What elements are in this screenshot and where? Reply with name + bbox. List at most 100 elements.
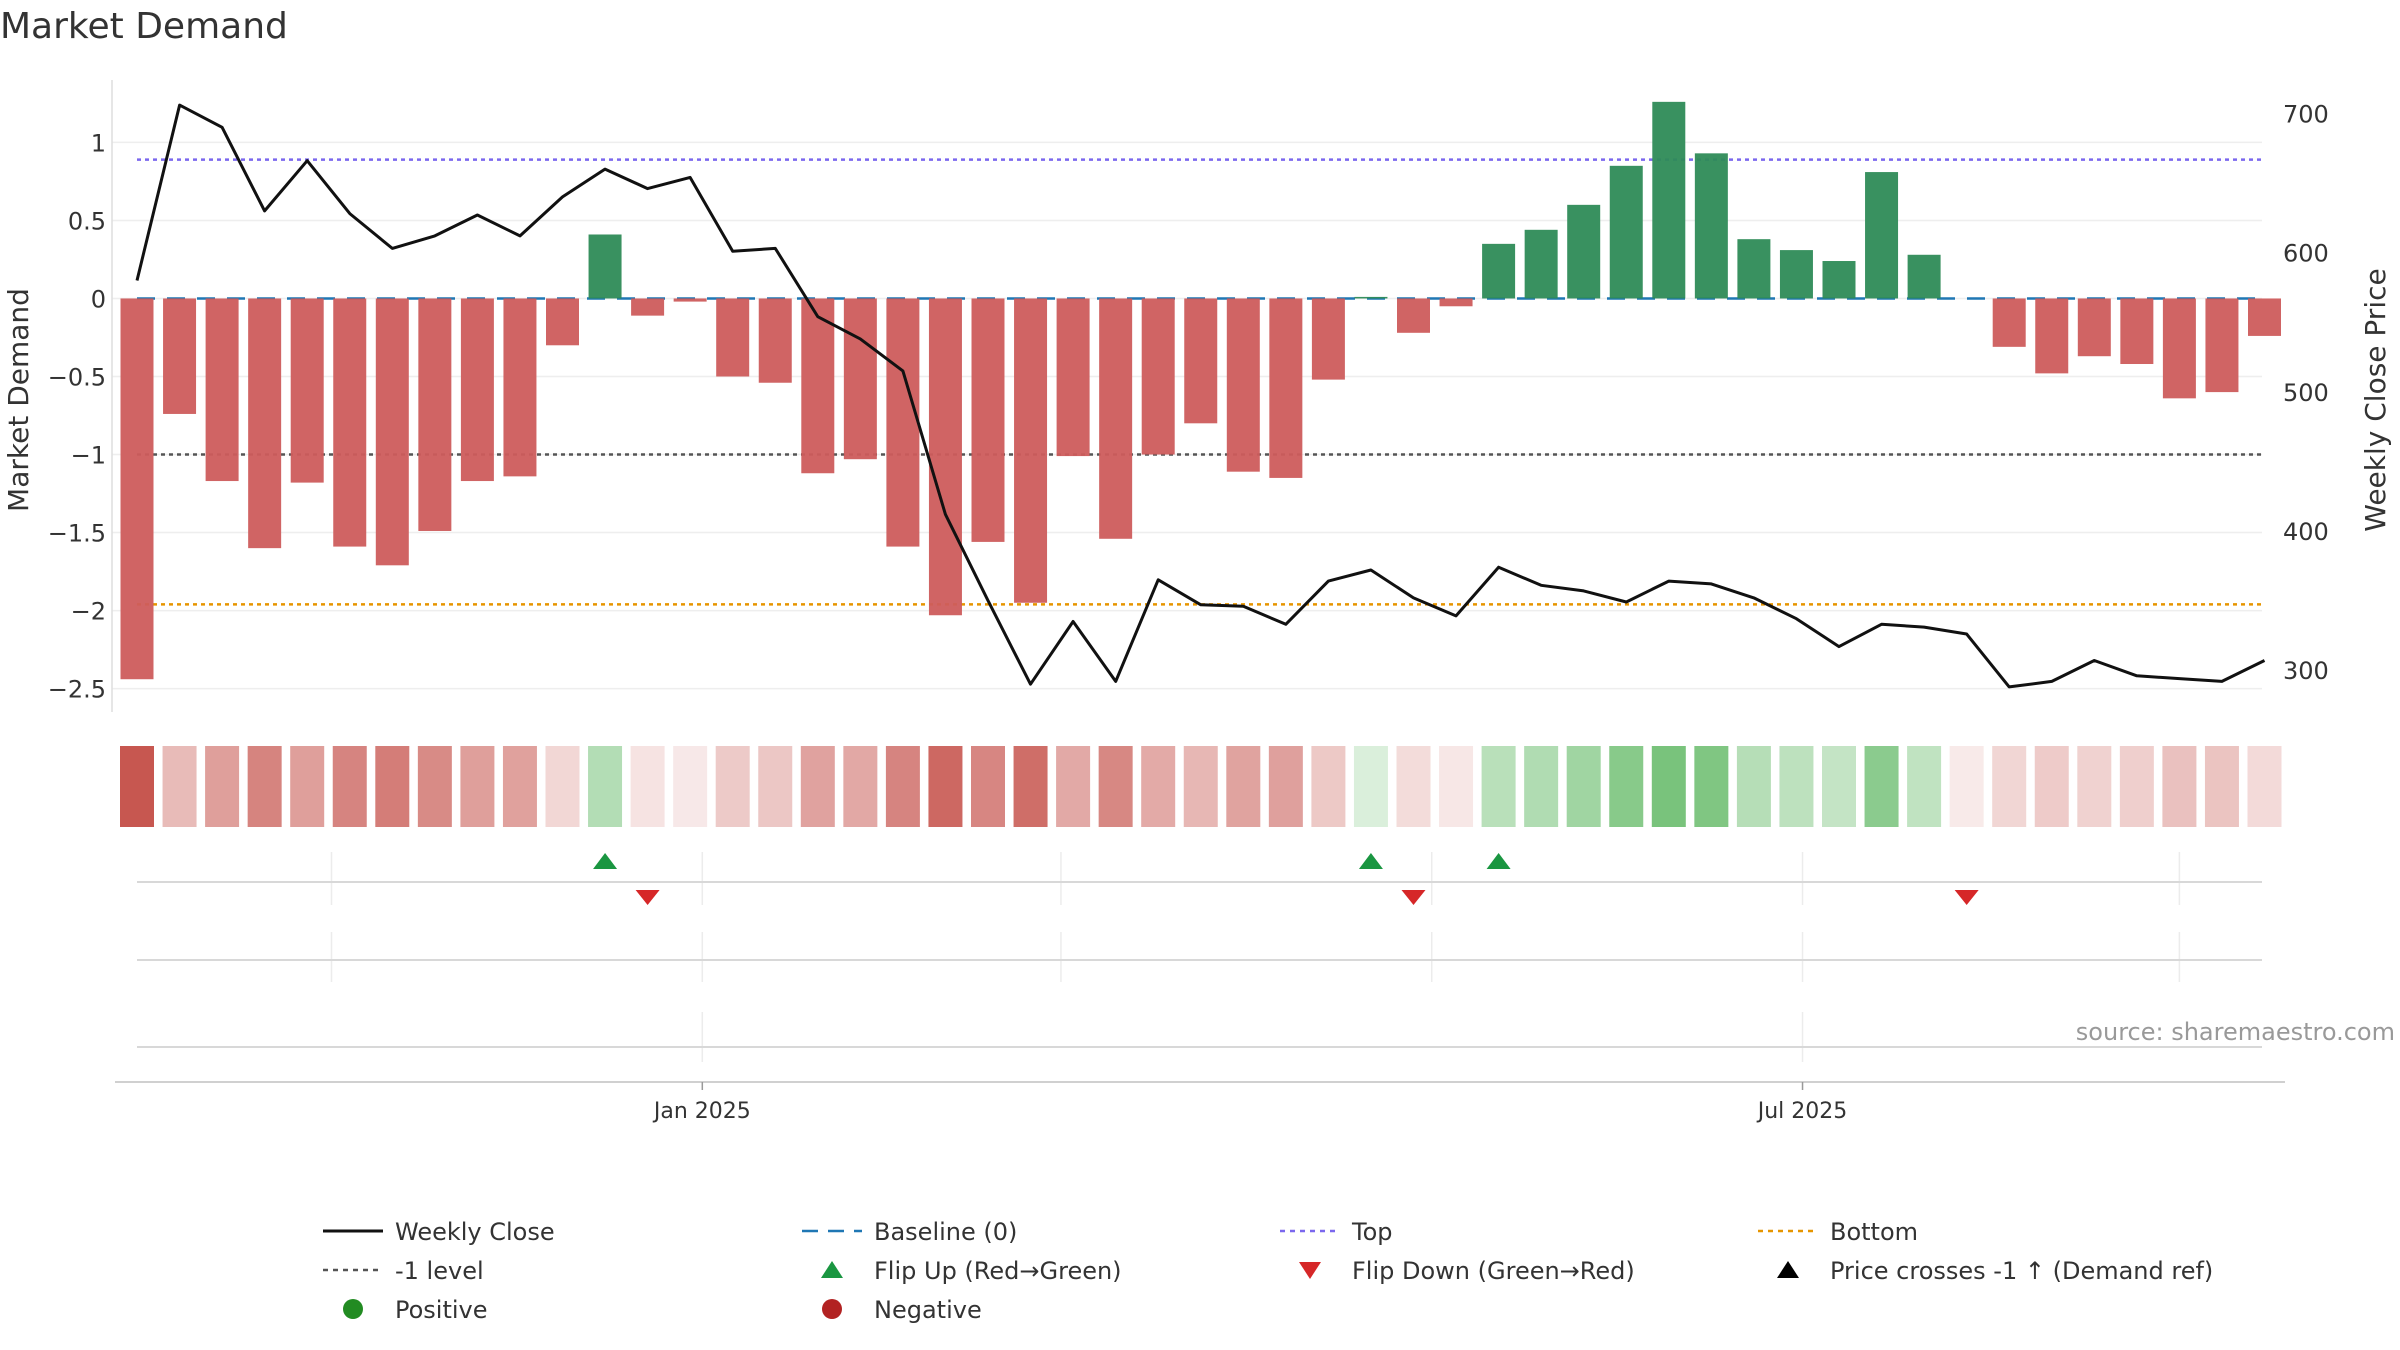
demand-bar [2077,298,2111,357]
heat-cell [1311,746,1346,827]
right-y-axis: 700 600 500 400 300 [2283,100,2329,685]
heat-cell [673,746,708,827]
legend-label: Top [1351,1218,1393,1246]
demand-bar [886,298,920,547]
demand-bar [1524,229,1558,299]
heat-cell [162,746,197,827]
demand-bar [1014,298,1048,603]
heat-cell [630,746,665,827]
legend-swatch [1777,1261,1799,1278]
demand-bar [2205,298,2239,393]
demand-bar [1737,239,1771,299]
right-tick-label: 500 [2283,379,2329,407]
heat-cell [2119,746,2154,827]
demand-bar [503,298,537,477]
demand-bar [1354,296,1388,299]
heat-cell [290,746,325,827]
heat-cell [588,746,623,827]
demand-bar [928,298,962,616]
demand-bar [1567,204,1601,299]
legend-item: Flip Down (Green→Red) [1299,1257,1635,1285]
legend-label: Flip Up (Red→Green) [874,1257,1122,1285]
legend-item: Flip Up (Red→Green) [821,1257,1122,1285]
demand-bar [1056,298,1090,457]
demand-bar [1822,261,1856,299]
heat-cell [1353,746,1388,827]
heat-cell [1822,746,1856,827]
left-tick-label: 0.5 [68,207,106,235]
left-tick-label: −1 [71,442,106,470]
legend-label: -1 level [395,1257,484,1285]
demand-bar [1694,153,1728,299]
heat-cell [1098,746,1133,827]
demand-bar [1652,101,1686,299]
heat-cell [971,746,1005,827]
heat-cell [1481,746,1516,827]
demand-bar [1865,172,1899,299]
left-tick-label: −0.5 [48,363,106,391]
legend-item: Price crosses -1 ↑ (Demand ref) [1777,1257,2213,1285]
heat-cell [545,746,580,827]
demand-bar [1779,250,1813,299]
demand-bar [1609,165,1643,299]
heat-cell [332,746,367,827]
left-tick-label: −2.5 [48,676,106,704]
right-tick-label: 700 [2283,100,2329,128]
heat-cell [1056,746,1091,827]
weekly-close-line [135,103,2266,689]
demand-bar [2248,298,2281,336]
heat-cell [417,746,452,827]
demand-bar [163,298,197,414]
legend-item: Positive [343,1296,488,1324]
legend-label: Weekly Close [395,1218,555,1246]
heat-cell [502,746,537,827]
flip-up-marker [1358,853,1383,869]
heat-cell [800,746,835,827]
heat-cell [1949,746,1984,827]
legend-swatch [822,1299,842,1319]
flip-down-marker [635,890,660,905]
demand-bar [673,298,707,302]
heat-cell [1907,746,1942,827]
demand-bar [1907,254,1941,299]
demand-bar [843,298,877,460]
demand-bar [2162,298,2196,399]
flip-down-marker [1954,890,1979,905]
demand-bar [758,298,792,383]
heat-cell [2162,746,2197,827]
chart-title: Market Demand [0,6,288,47]
demand-bar [1226,298,1260,472]
legend-label: Price crosses -1 ↑ (Demand ref) [1830,1257,2213,1285]
demand-bar [1482,243,1516,299]
heat-cell [460,746,495,827]
heat-cell [885,746,920,827]
flip-up-marker [593,853,618,869]
demand-bar [1184,298,1218,424]
heat-cell [205,746,240,827]
heat-cell [1226,746,1261,827]
demand-bar [248,298,282,549]
legend-swatch [343,1299,363,1319]
demand-bar [333,298,367,547]
legend-swatch [1299,1262,1321,1279]
heat-cell [1141,746,1176,827]
right-tick-label: 300 [2283,657,2329,685]
heat-cell [375,746,410,827]
demand-bar [1311,298,1345,380]
demand-bar [460,298,494,482]
demand-bar [631,298,665,316]
demand-bar [418,298,452,531]
right-tick-label: 600 [2283,240,2329,268]
demand-bar [716,298,750,377]
legend-item: Bottom [1758,1218,1918,1246]
flip-down-marker [1401,890,1426,905]
heat-cell [1736,746,1771,827]
heat-cell [1396,746,1431,827]
heat-cell [120,746,154,827]
heat-cell [1609,746,1644,827]
heat-cell [1268,746,1303,827]
heat-cell [2204,746,2239,827]
left-axis-label: Market Demand [2,288,35,512]
heat-cell [247,746,282,827]
